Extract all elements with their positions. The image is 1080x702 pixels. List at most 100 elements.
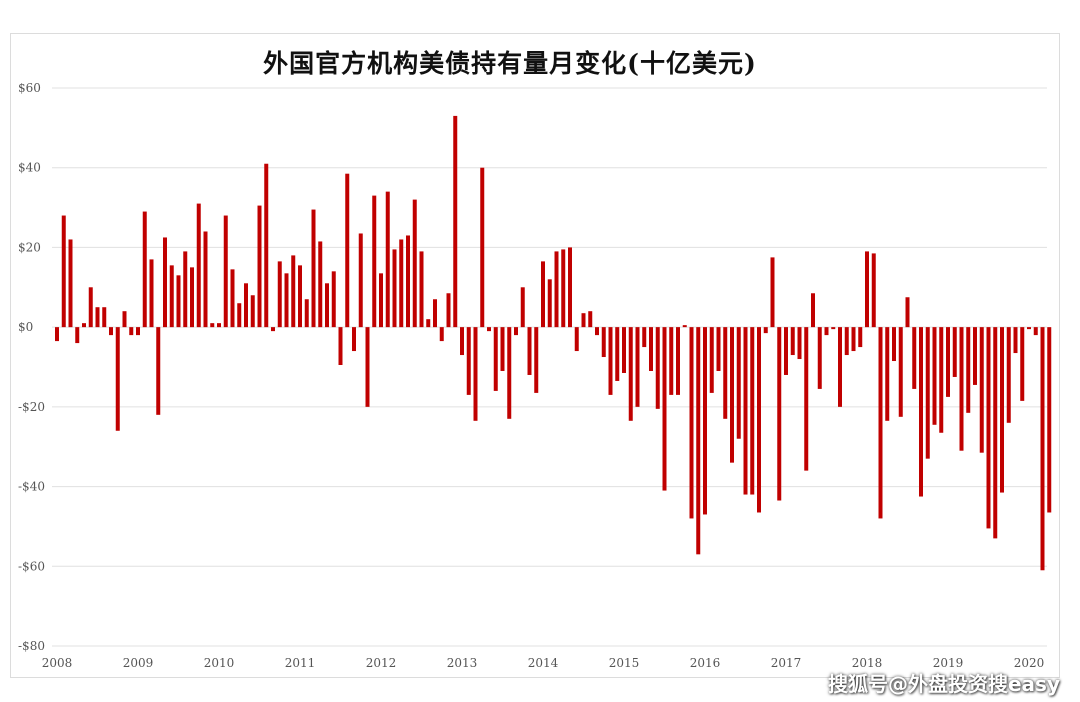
bar <box>68 239 73 328</box>
bar <box>75 327 80 344</box>
bar <box>406 235 410 328</box>
bar <box>750 327 755 495</box>
bar <box>973 327 977 385</box>
y-tick-label: $20 <box>18 240 41 254</box>
bar <box>547 279 552 328</box>
bar <box>210 323 215 328</box>
bar <box>615 327 620 381</box>
bar <box>318 241 323 328</box>
bar <box>466 327 471 395</box>
bar <box>95 307 100 328</box>
bar <box>541 261 545 328</box>
bar <box>568 247 572 328</box>
bar <box>831 327 836 330</box>
y-tick-label: $0 <box>18 320 33 334</box>
bar <box>304 299 309 328</box>
y-tick-label: $60 <box>18 81 41 95</box>
x-axis-ticks: 2008 2009 2010 2011 2012 2013 2014 2015 2016 2017… <box>42 656 1045 670</box>
bar <box>136 327 140 336</box>
x-tick-label: 2017 <box>771 656 802 670</box>
bar <box>912 327 917 389</box>
bar <box>196 203 201 328</box>
bar <box>1013 327 1018 354</box>
bar <box>878 327 883 519</box>
bar <box>851 327 856 352</box>
bar <box>608 327 613 395</box>
bar <box>932 327 937 425</box>
bar <box>291 255 296 328</box>
bar <box>770 257 775 328</box>
bar <box>271 327 275 332</box>
bar <box>817 327 822 389</box>
watermark: 搜狐号@外盘投资搜easy <box>827 672 1060 696</box>
bar <box>993 327 998 539</box>
bar <box>811 293 815 328</box>
bar <box>500 327 505 371</box>
bar <box>392 249 397 328</box>
bar <box>439 327 444 342</box>
bar <box>453 115 458 328</box>
bar <box>581 313 586 328</box>
bar <box>203 231 208 328</box>
bar <box>824 327 829 336</box>
bar <box>696 327 701 555</box>
bar <box>169 265 174 328</box>
bar <box>763 327 768 334</box>
bar <box>979 327 984 453</box>
bar <box>399 239 404 328</box>
bar <box>716 327 721 371</box>
bar <box>115 327 120 431</box>
bar <box>257 205 262 328</box>
bar <box>331 271 336 328</box>
bar <box>709 327 714 393</box>
bar <box>237 303 242 328</box>
bar <box>588 311 593 328</box>
x-tick-label: 2010 <box>204 656 235 670</box>
bar <box>142 211 147 328</box>
x-tick-label: 2019 <box>933 656 964 670</box>
x-tick-label: 2018 <box>852 656 883 670</box>
bar <box>939 327 944 433</box>
bar <box>156 327 161 415</box>
bar <box>1020 327 1025 401</box>
x-tick-label: 2016 <box>690 656 721 670</box>
bar <box>797 327 802 360</box>
bar <box>804 327 809 471</box>
bar <box>284 273 289 328</box>
bar <box>129 327 134 336</box>
bar <box>1006 327 1011 423</box>
x-tick-label: 2020 <box>1014 656 1045 670</box>
chart-title: 外国官方机构美债持有量月变化(十亿美元) <box>0 44 1020 80</box>
bar <box>662 327 667 491</box>
bar <box>966 327 971 413</box>
bar <box>298 265 302 328</box>
chart-title-text: 外国官方机构美债持有量月变化(十亿美元) <box>253 49 767 78</box>
y-tick-label: -$60 <box>18 559 45 573</box>
bar <box>520 287 525 328</box>
y-tick-label: $40 <box>18 161 41 175</box>
bar <box>325 283 329 328</box>
bar <box>757 327 761 513</box>
x-tick-label: 2009 <box>123 656 154 670</box>
x-tick-label: 2014 <box>528 656 559 670</box>
bar <box>595 327 599 336</box>
bar <box>176 275 181 328</box>
bar <box>574 327 579 352</box>
bar <box>149 259 154 328</box>
bar <box>514 327 518 336</box>
x-tick-label: 2008 <box>42 656 73 670</box>
bar <box>1033 327 1038 336</box>
bar <box>311 209 316 328</box>
x-tick-label: 2011 <box>285 656 316 670</box>
bar <box>682 325 687 328</box>
bar <box>905 297 910 328</box>
bar <box>385 191 390 328</box>
gridlines <box>52 87 1047 647</box>
bar <box>163 237 167 328</box>
bar <box>628 327 633 421</box>
bar <box>379 273 383 328</box>
bar <box>898 327 903 417</box>
bar <box>1047 327 1052 513</box>
bar <box>372 195 377 328</box>
bar <box>844 327 849 356</box>
